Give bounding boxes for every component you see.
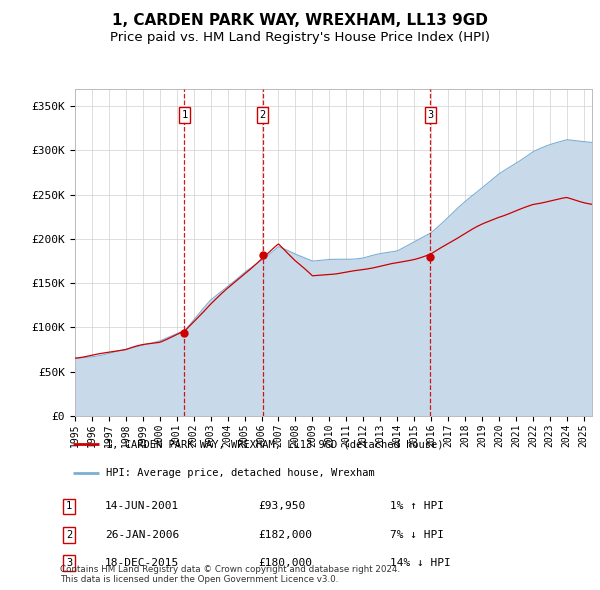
Text: £182,000: £182,000 xyxy=(258,530,312,540)
Text: 14-JUN-2001: 14-JUN-2001 xyxy=(105,502,179,512)
Text: 7% ↓ HPI: 7% ↓ HPI xyxy=(390,530,444,540)
Text: 18-DEC-2015: 18-DEC-2015 xyxy=(105,558,179,568)
Text: 1: 1 xyxy=(66,502,72,512)
Text: 26-JAN-2006: 26-JAN-2006 xyxy=(105,530,179,540)
Text: HPI: Average price, detached house, Wrexham: HPI: Average price, detached house, Wrex… xyxy=(106,468,375,478)
Text: 3: 3 xyxy=(66,558,72,568)
Text: 1, CARDEN PARK WAY, WREXHAM, LL13 9GD: 1, CARDEN PARK WAY, WREXHAM, LL13 9GD xyxy=(112,13,488,28)
Text: £180,000: £180,000 xyxy=(258,558,312,568)
Text: 1: 1 xyxy=(181,110,188,120)
Text: 2: 2 xyxy=(66,530,72,540)
Text: Price paid vs. HM Land Registry's House Price Index (HPI): Price paid vs. HM Land Registry's House … xyxy=(110,31,490,44)
Text: 1, CARDEN PARK WAY, WREXHAM, LL13 9GD (detached house): 1, CARDEN PARK WAY, WREXHAM, LL13 9GD (d… xyxy=(106,439,444,449)
Text: £93,950: £93,950 xyxy=(258,502,305,512)
Text: 3: 3 xyxy=(427,110,434,120)
Text: Contains HM Land Registry data © Crown copyright and database right 2024.
This d: Contains HM Land Registry data © Crown c… xyxy=(60,565,400,584)
Text: 14% ↓ HPI: 14% ↓ HPI xyxy=(390,558,451,568)
Text: 1% ↑ HPI: 1% ↑ HPI xyxy=(390,502,444,512)
Text: 2: 2 xyxy=(260,110,266,120)
